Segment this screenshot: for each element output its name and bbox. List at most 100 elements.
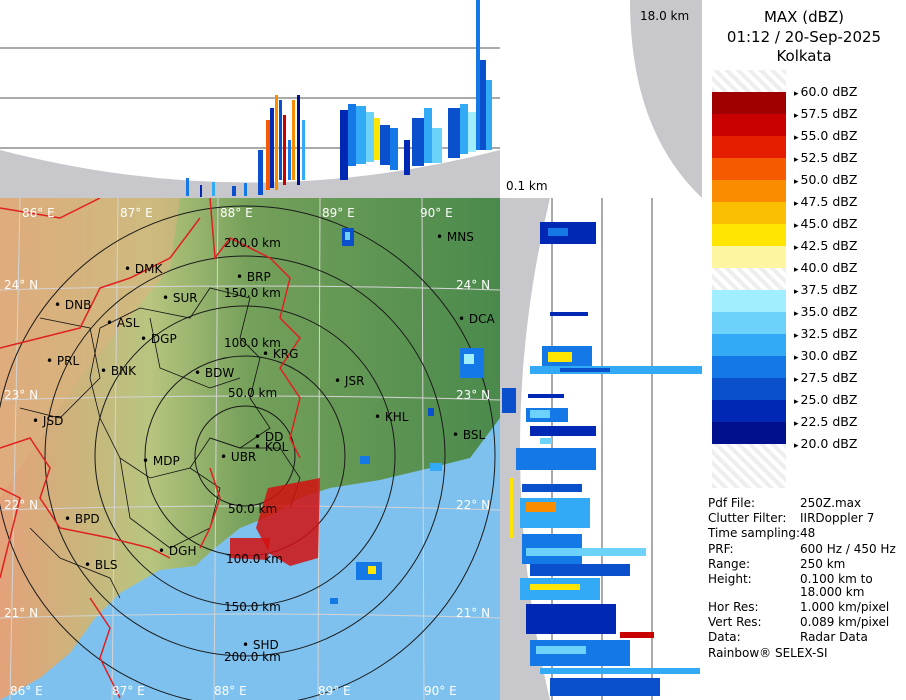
station-bpd: • BPD	[64, 512, 100, 526]
ring-label-150-north: 150.0 km	[224, 286, 281, 300]
info-row: Clutter Filter: IIRDoppler 7	[708, 511, 904, 526]
info-value: 600 Hz / 450 Hz	[800, 542, 896, 556]
legend-level-label: 35.0 dBZ	[794, 304, 858, 319]
below-horizon-area	[0, 150, 500, 198]
station-krg: • KRG	[262, 347, 299, 361]
lon-label-89-top: 89° E	[322, 206, 355, 220]
lon-label-88-top: 88° E	[220, 206, 253, 220]
info-key: PRF:	[708, 542, 734, 556]
legend-level-label: 27.5 dBZ	[794, 370, 858, 385]
station-dnb: • DNB	[54, 298, 92, 312]
legend-level-label: 32.5 dBZ	[794, 326, 858, 341]
station-mns: • MNS	[436, 230, 474, 244]
ppi-echoes	[330, 228, 484, 604]
station-mdp: • MDP	[142, 454, 180, 468]
info-key: Data:	[708, 630, 741, 644]
legend-swatch	[712, 334, 786, 356]
corner-region: 18.0 km 0.1 km	[500, 0, 702, 198]
ring-label-200-south: 200.0 km	[224, 650, 281, 664]
info-key: Time sampling:	[708, 526, 801, 540]
station-dd: • DD	[254, 430, 284, 444]
info-key: Height:	[708, 572, 752, 586]
side-echoes	[502, 222, 702, 696]
legend-level-label: 37.5 dBZ	[794, 282, 858, 297]
info-value: 1.000 km/pixel	[800, 600, 890, 614]
bottom-height-label: 0.1 km	[506, 179, 548, 193]
info-row: Height: 0.100 km to	[708, 572, 904, 587]
station-title: Kolkata	[776, 47, 832, 65]
legend-swatch	[712, 70, 786, 92]
station-bdw: • BDW	[194, 366, 235, 380]
info-row: Pdf File: 250Z.max	[708, 496, 904, 511]
info-value: 0.089 km/pixel	[800, 615, 890, 629]
station-jsd: • JSD	[32, 414, 64, 428]
color-scale	[712, 70, 786, 490]
legend-swatch	[712, 180, 786, 202]
side-height-profile	[500, 198, 702, 700]
info-row: 18.000 km	[708, 585, 904, 600]
state-boundaries	[0, 198, 301, 699]
station-ubr: • UBR	[220, 450, 257, 464]
ring-label-150-south: 150.0 km	[224, 600, 281, 614]
lon-label-86-top: 86° E	[22, 206, 55, 220]
info-value: 0.100 km to	[800, 572, 873, 586]
legend-swatch	[712, 268, 786, 290]
footer-credit: Rainbow® SELEX-SI	[708, 646, 828, 660]
lat-label-22-right: 22° N	[456, 498, 491, 512]
legend-level-label: 50.0 dBZ	[794, 172, 858, 187]
legend-level-label: 55.0 dBZ	[794, 128, 858, 143]
legend-level-label: 60.0 dBZ	[794, 84, 858, 99]
station-dca: • DCA	[458, 312, 495, 326]
info-key: Clutter Filter:	[708, 511, 787, 525]
lat-label-24-left: 24° N	[4, 278, 39, 292]
legend-swatch	[712, 290, 786, 312]
legend-swatch	[712, 356, 786, 378]
lon-label-87-bottom: 87° E	[112, 684, 145, 698]
info-value: 250 km	[800, 557, 846, 571]
info-key: Vert Res:	[708, 615, 762, 629]
legend-level-label: 57.5 dBZ	[794, 106, 858, 121]
legend-level-label: 47.5 dBZ	[794, 194, 858, 209]
corner-svg	[500, 0, 702, 198]
lat-label-23-left: 23° N	[4, 388, 39, 402]
echo-columns	[186, 0, 492, 197]
info-key: Pdf File:	[708, 496, 756, 510]
lon-label-87-top: 87° E	[120, 206, 153, 220]
info-row: Range: 250 km	[708, 557, 904, 572]
ring-label-50-north: 50.0 km	[228, 386, 278, 400]
info-value: IIRDoppler 7	[800, 511, 875, 525]
sundarbans-delta	[230, 478, 320, 566]
top-profile-svg	[0, 0, 500, 198]
legend-level-label: 40.0 dBZ	[794, 260, 858, 275]
info-row: PRF: 600 Hz / 450 Hz	[708, 542, 904, 557]
legend-swatch	[712, 312, 786, 334]
info-value: Radar Data	[800, 630, 868, 644]
station-khl: • KHL	[374, 410, 409, 424]
lon-label-90-top: 90° E	[420, 206, 453, 220]
radar-map[interactable]: 86° E 87° E 88° E 89° E 90° E 86° E 87° …	[0, 198, 500, 700]
legend-swatch	[712, 202, 786, 224]
lon-label-88-bottom: 88° E	[214, 684, 247, 698]
legend-swatch	[712, 114, 786, 136]
station-asl: • ASL	[106, 316, 140, 330]
ring-label-100-south: 100.0 km	[226, 552, 283, 566]
legend-level-label: 52.5 dBZ	[794, 150, 858, 165]
legend-level-label: 22.5 dBZ	[794, 414, 858, 429]
station-bsl: • BSL	[452, 428, 486, 442]
station-brp: • BRP	[236, 270, 271, 284]
ring-label-50-south: 50.0 km	[228, 502, 278, 516]
legend-level-label: 20.0 dBZ	[794, 436, 858, 451]
legend-swatch-below	[712, 444, 786, 488]
legend-swatch	[712, 378, 786, 400]
lon-label-86-bottom: 86° E	[10, 684, 43, 698]
info-key: Range:	[708, 557, 751, 571]
info-value: 250Z.max	[800, 496, 862, 510]
station-sur: • SUR	[162, 291, 198, 305]
legend-level-label: 25.0 dBZ	[794, 392, 858, 407]
station-bnk: • BNK	[100, 364, 136, 378]
legend-swatch	[712, 400, 786, 422]
top-height-profile	[0, 0, 500, 198]
info-key: Hor Res:	[708, 600, 759, 614]
side-profile-svg	[500, 198, 702, 700]
info-row: Vert Res: 0.089 km/pixel	[708, 615, 904, 630]
